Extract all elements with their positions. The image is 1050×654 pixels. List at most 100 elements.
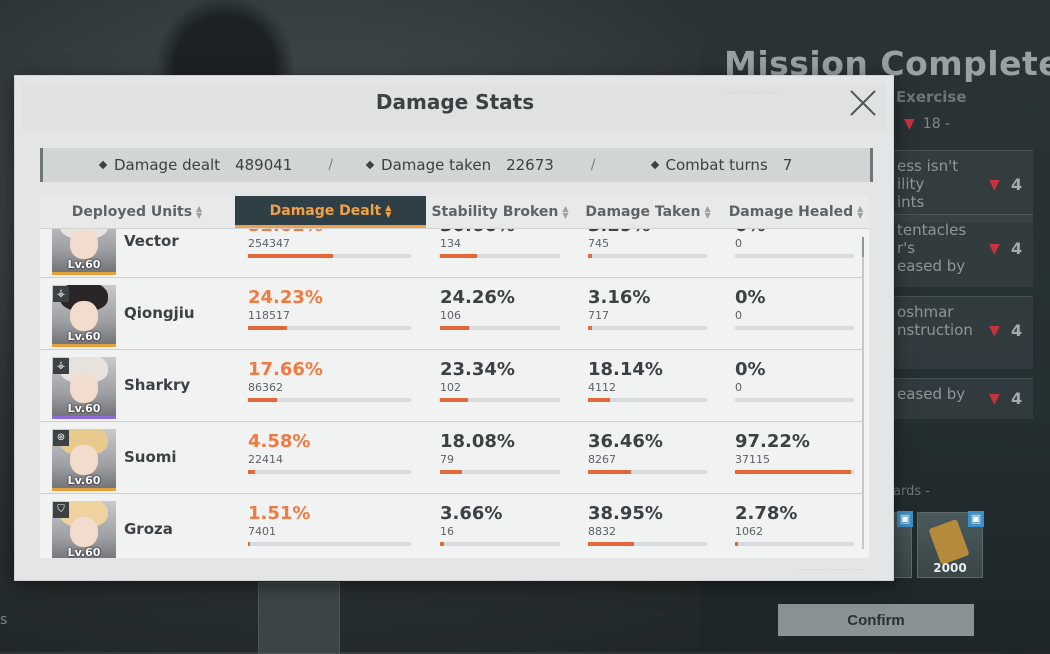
objective-row: tentacles r's eased by ▼ 4 — [893, 214, 1033, 287]
column-header-damage-dealt[interactable]: Damage Dealt ▲ ▼ — [235, 196, 426, 228]
bar-fill — [248, 398, 277, 402]
rewards-label: ards - — [893, 484, 930, 499]
stability-broken-cell: 30.66% 134 — [440, 229, 560, 258]
stability-broken-bar — [440, 254, 560, 258]
stability-broken-cell: 24.26% 106 — [440, 287, 560, 330]
stability-broken-cell: 3.66% 16 — [440, 503, 560, 546]
confirm-button[interactable]: Confirm — [778, 604, 974, 636]
damage-healed-value: 0 — [735, 381, 742, 394]
enemy-marker-icon: ▼ — [989, 391, 1000, 407]
unit-portrait: ⊛ Lv.60 — [52, 429, 116, 491]
column-header-damage-taken[interactable]: Damage Taken ▲ ▼ — [585, 204, 711, 220]
damage-taken-percent: 3.16% — [588, 287, 651, 308]
class-icon: ⊛ — [53, 430, 69, 446]
objective-count: 4 — [1011, 321, 1023, 340]
unit-level: Lv.60 — [67, 402, 101, 415]
damage-healed-value: 1062 — [735, 525, 763, 538]
unit-row[interactable]: ⛉ Lv.60 Groza 1.51% 7401 3.66% 16 — [40, 494, 863, 558]
unit-row[interactable]: ⊛ Lv.60 Suomi 4.58% 22414 18.08% 79 — [40, 422, 863, 494]
diamond-icon — [98, 160, 108, 170]
unit-level: Lv.60 — [67, 258, 101, 271]
unit-portrait: ⚶ Lv.60 — [52, 357, 116, 419]
summary-value: 7 — [782, 156, 793, 174]
damage-dealt-bar — [248, 542, 411, 546]
damage-taken-percent: 18.14% — [588, 359, 663, 380]
damage-dealt-percent: 4.58% — [248, 431, 311, 452]
stability-broken-cell: 23.34% 102 — [440, 359, 560, 402]
unit-level: Lv.60 — [67, 546, 101, 558]
bar-fill — [588, 542, 635, 546]
damage-taken-cell: 18.14% 4112 — [588, 359, 707, 402]
summary-label: Damage taken — [381, 156, 492, 174]
damage-healed-bar — [735, 254, 854, 258]
damage-taken-bar — [588, 254, 707, 258]
gift-icon: ▣ — [968, 511, 984, 527]
unit-portrait: ⛉ Lv.60 — [52, 501, 116, 558]
unit-row[interactable]: ⚶ Lv.60 Qiongjiu 24.23% 118517 24.26% 10… — [40, 278, 863, 350]
unit-name: Groza — [124, 520, 173, 538]
damage-dealt-cell: 24.23% 118517 — [248, 287, 411, 330]
damage-dealt-percent: 1.51% — [248, 503, 311, 524]
damage-taken-cell: 36.46% 8267 — [588, 431, 707, 474]
damage-healed-cell: 97.22% 37115 — [735, 431, 854, 474]
stability-broken-value: 102 — [440, 381, 461, 394]
stability-broken-bar — [440, 542, 560, 546]
unit-row[interactable]: Lv.60 Vector 52.02% 254347 30.66% 134 — [40, 229, 863, 278]
table-body[interactable]: Lv.60 Vector 52.02% 254347 30.66% 134 — [40, 229, 869, 558]
stability-broken-bar — [440, 398, 560, 402]
table-scrollbar[interactable] — [862, 237, 864, 549]
damage-taken-percent: 3.29% — [588, 229, 707, 237]
objective-row: eased by ▼ 4 — [893, 378, 1033, 419]
bar-fill — [248, 542, 251, 546]
damage-dealt-cell: 52.02% 254347 — [248, 229, 411, 258]
damage-healed-bar — [735, 470, 854, 474]
damage-taken-percent: 36.46% — [588, 431, 663, 452]
damage-taken-value: 8267 — [588, 453, 616, 466]
enemy-marker-icon: ▼ — [989, 241, 1000, 257]
sort-icon: ▲ ▼ — [196, 204, 203, 220]
sort-icon: ▲ ▼ — [857, 204, 864, 220]
footer-decoration: ·········· ·········· ···· — [798, 567, 866, 573]
damage-stats-table: Deployed Units ▲ ▼ Damage Dealt ▲ ▼ Stabilit… — [40, 196, 869, 558]
enemy-marker-icon: ▼ — [989, 323, 1000, 339]
damage-dealt-cell: 17.66% 86362 — [248, 359, 411, 402]
objective-count: 4 — [1011, 389, 1023, 408]
objective-text: ess isn't ility ints — [897, 157, 959, 211]
class-icon: ⚶ — [53, 286, 69, 302]
column-header-deployed-units[interactable]: Deployed Units ▲ ▼ — [71, 204, 203, 220]
background-device — [258, 582, 340, 654]
gift-icon: ▣ — [897, 511, 913, 527]
damage-dealt-percent: 24.23% — [248, 287, 323, 308]
bar-fill — [588, 470, 632, 474]
damage-taken-cell: 3.29% 745 — [588, 229, 707, 258]
mission-subtitle: cy Exercise — [872, 88, 967, 106]
column-header-stability-broken[interactable]: Stability Broken ▲ ▼ — [431, 204, 569, 220]
damage-taken-percent: 38.95% — [588, 503, 663, 524]
reward-card[interactable]: ▣ 2000 — [917, 511, 984, 578]
damage-healed-cell: 2.78% 1062 — [735, 503, 854, 546]
summary-separator: / — [590, 157, 596, 173]
damage-healed-percent: 0% — [735, 359, 766, 380]
stability-broken-percent: 30.66% — [440, 229, 560, 237]
damage-taken-cell: 38.95% 8832 — [588, 503, 707, 546]
bar-fill — [248, 470, 256, 474]
portrait-face — [70, 517, 98, 547]
unit-level: Lv.60 — [67, 330, 101, 343]
scrollbar-thumb[interactable] — [862, 237, 864, 257]
summary-combat-turns: Combat turns 7 — [650, 156, 793, 174]
rarity-bar — [52, 344, 116, 347]
close-icon[interactable] — [848, 88, 878, 118]
rarity-bar — [52, 488, 116, 491]
damage-healed-percent: 0% — [735, 229, 854, 237]
bar-fill — [440, 470, 462, 474]
enemy-marker-icon: ▼ — [904, 116, 915, 132]
objective-count: 4 — [1011, 175, 1023, 194]
damage-dealt-bar — [248, 398, 411, 402]
column-header-damage-healed[interactable]: Damage Healed ▲ ▼ — [728, 204, 864, 220]
summary-label: Damage dealt — [114, 156, 221, 174]
sort-icon: ▲ ▼ — [562, 204, 569, 220]
unit-row[interactable]: ⚶ Lv.60 Sharkry 17.66% 86362 23.34% 102 — [40, 350, 863, 422]
damage-dealt-value: 22414 — [248, 453, 283, 466]
damage-taken-value: 4112 — [588, 381, 616, 394]
unit-name: Qiongjiu — [124, 304, 195, 322]
